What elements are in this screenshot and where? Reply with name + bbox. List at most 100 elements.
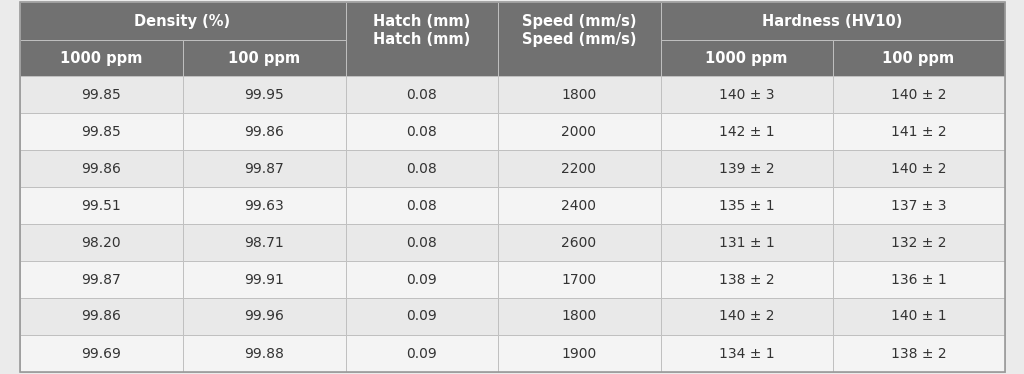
Bar [498, 224, 660, 261]
Text: 2000: 2000 [561, 125, 597, 138]
Bar [345, 113, 498, 150]
Text: 1000 ppm: 1000 ppm [706, 50, 787, 65]
Text: 0.08: 0.08 [407, 162, 437, 175]
Bar [345, 298, 498, 335]
Bar [345, 150, 498, 187]
Bar [833, 335, 1005, 372]
Bar [660, 224, 833, 261]
Text: 0.08: 0.08 [407, 125, 437, 138]
Text: 136 ± 1: 136 ± 1 [891, 273, 946, 286]
Bar [660, 2, 1005, 40]
Text: 1700: 1700 [561, 273, 597, 286]
Text: 99.88: 99.88 [244, 346, 284, 361]
Text: 0.09: 0.09 [407, 273, 437, 286]
Bar [19, 113, 182, 150]
Bar [182, 298, 345, 335]
Text: 99.87: 99.87 [81, 273, 121, 286]
Text: 0.08: 0.08 [407, 236, 437, 249]
Text: 135 ± 1: 135 ± 1 [719, 199, 774, 212]
Bar [660, 113, 833, 150]
Bar [498, 335, 660, 372]
Text: 0.09: 0.09 [407, 346, 437, 361]
Bar [19, 335, 182, 372]
Bar [182, 150, 345, 187]
Text: Hatch (mm): Hatch (mm) [373, 13, 470, 28]
Bar [498, 298, 660, 335]
Bar [182, 187, 345, 224]
Bar [19, 40, 182, 76]
Text: 100 ppm: 100 ppm [228, 50, 300, 65]
Bar [182, 76, 345, 113]
Bar [19, 187, 182, 224]
Bar [833, 187, 1005, 224]
Text: 99.85: 99.85 [81, 88, 121, 101]
Bar [182, 113, 345, 150]
Text: 99.85: 99.85 [81, 125, 121, 138]
Bar [660, 335, 833, 372]
Text: Speed (mm/s): Speed (mm/s) [522, 13, 636, 28]
Text: 98.71: 98.71 [244, 236, 284, 249]
Text: 132 ± 2: 132 ± 2 [891, 236, 946, 249]
Bar [345, 335, 498, 372]
Text: 99.87: 99.87 [244, 162, 284, 175]
Text: 140 ± 1: 140 ± 1 [891, 310, 946, 324]
Bar [833, 261, 1005, 298]
Text: 1800: 1800 [561, 88, 597, 101]
Bar [345, 2, 498, 76]
Bar [19, 224, 182, 261]
Bar [345, 187, 498, 224]
Bar [833, 150, 1005, 187]
Text: 1800: 1800 [561, 310, 597, 324]
Bar [498, 150, 660, 187]
Text: 2400: 2400 [561, 199, 597, 212]
Bar [182, 40, 345, 76]
Bar [19, 76, 182, 113]
Text: 100 ppm: 100 ppm [883, 50, 954, 65]
Bar [182, 224, 345, 261]
Text: Hatch (mm): Hatch (mm) [373, 31, 470, 46]
Text: 1900: 1900 [561, 346, 597, 361]
Text: 99.69: 99.69 [81, 346, 121, 361]
Bar [498, 113, 660, 150]
Bar [660, 298, 833, 335]
Bar [345, 2, 498, 40]
Text: 0.09: 0.09 [407, 310, 437, 324]
Text: 99.86: 99.86 [81, 162, 121, 175]
Text: 99.63: 99.63 [244, 199, 284, 212]
Bar [19, 2, 345, 40]
Bar [833, 224, 1005, 261]
Text: 131 ± 1: 131 ± 1 [719, 236, 774, 249]
Text: 99.91: 99.91 [244, 273, 284, 286]
Bar [660, 150, 833, 187]
Bar [182, 261, 345, 298]
Bar [345, 76, 498, 113]
Bar [345, 224, 498, 261]
Bar [19, 261, 182, 298]
Bar [498, 261, 660, 298]
Bar [498, 2, 660, 76]
Text: 139 ± 2: 139 ± 2 [719, 162, 774, 175]
Text: 140 ± 3: 140 ± 3 [719, 88, 774, 101]
Text: Speed (mm/s): Speed (mm/s) [522, 31, 636, 46]
Text: 0.08: 0.08 [407, 88, 437, 101]
Bar [19, 298, 182, 335]
Bar [660, 40, 833, 76]
Bar [498, 2, 660, 40]
Text: 0.08: 0.08 [407, 199, 437, 212]
Text: 99.51: 99.51 [81, 199, 121, 212]
Bar [660, 76, 833, 113]
Bar [660, 261, 833, 298]
Text: 1000 ppm: 1000 ppm [59, 50, 142, 65]
Bar [833, 40, 1005, 76]
Text: 141 ± 2: 141 ± 2 [891, 125, 946, 138]
Text: Density (%): Density (%) [134, 13, 230, 28]
Bar [833, 76, 1005, 113]
Text: 134 ± 1: 134 ± 1 [719, 346, 774, 361]
Text: 138 ± 2: 138 ± 2 [719, 273, 774, 286]
Bar [833, 298, 1005, 335]
Text: 138 ± 2: 138 ± 2 [891, 346, 946, 361]
Text: 140 ± 2: 140 ± 2 [891, 88, 946, 101]
Bar [182, 335, 345, 372]
Bar [660, 187, 833, 224]
Text: Hardness (HV10): Hardness (HV10) [762, 13, 903, 28]
